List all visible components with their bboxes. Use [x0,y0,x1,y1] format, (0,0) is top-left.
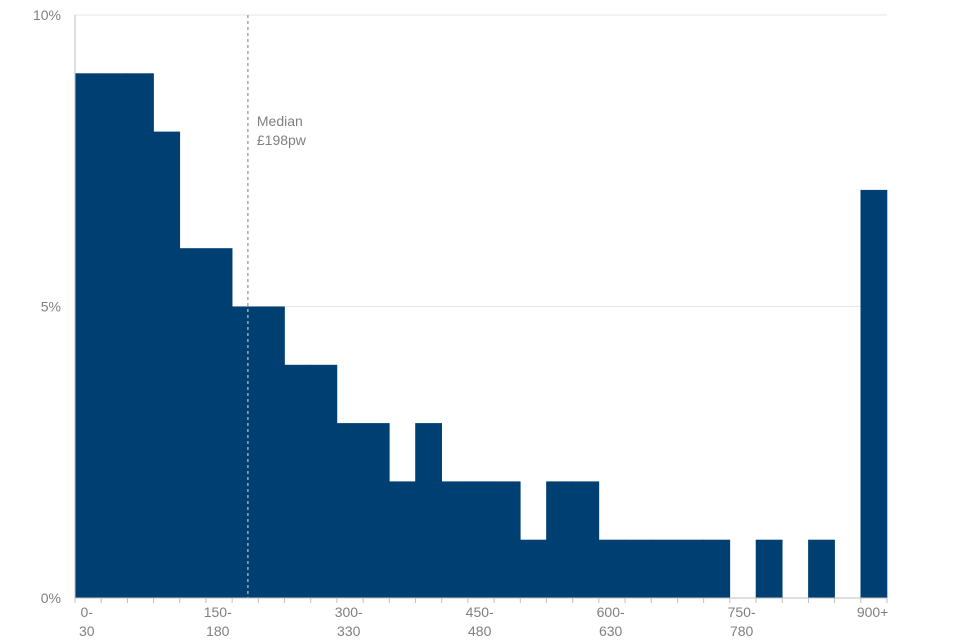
median-marker: Median £198pw [247,15,307,598]
bar-240-270 [284,364,312,598]
x-tick-label: 180 [206,623,230,639]
bar-540-570 [546,481,573,598]
bar-180-210 [231,306,259,598]
y-tick-label: 5% [41,299,61,315]
x-tick-label: 630 [599,623,623,639]
x-tick-label: 600- [597,604,625,620]
bar-480-510 [493,481,521,598]
bars [74,73,888,599]
bar-120-150 [179,248,207,598]
x-tick-label: 330 [337,623,361,639]
x-tick-label: 150- [204,604,232,620]
x-tick-label: 30 [79,623,95,639]
bar-90-120 [153,131,181,598]
bar-510-540 [519,539,547,598]
bar-690-720 [677,539,704,598]
y-tick-label: 10% [33,7,61,23]
axes [74,15,888,603]
bar-780-810 [755,539,783,598]
bar-30-60 [100,73,128,599]
bar-390-420 [415,423,443,598]
x-tick-label: 450- [466,604,494,620]
bar-720-750 [703,539,731,598]
bar-60-90 [127,73,154,599]
tick-labels: 0% 5% 10% 0- 30 150- 180 300- 330 450- 480 600- 630 7… [33,7,888,639]
median-label: Median [257,113,303,129]
bar-900+ [860,189,888,598]
bar-630-660 [624,539,652,598]
bar-360-390 [389,481,416,598]
y-tick-label: 0% [41,590,61,606]
x-tick-label: 900+ [857,604,889,620]
x-tick-label: 780 [730,623,754,639]
bar-570-600 [572,481,600,598]
bar-300-330 [336,423,364,598]
bar-270-300 [310,364,338,598]
bar-330-360 [362,423,390,598]
x-tick-label: 480 [468,623,492,639]
x-tick-label: 750- [728,604,756,620]
bar-660-690 [650,539,678,598]
x-tick-label: 0- [81,604,94,620]
median-value-label: £198pw [257,132,307,148]
bar-450-480 [467,481,495,598]
bar-0-30 [74,73,102,599]
bar-150-180 [205,248,233,598]
bar-600-630 [598,539,626,598]
bar-840-870 [808,539,835,598]
x-tick-label: 300- [335,604,363,620]
bar-210-240 [258,306,285,598]
bar-420-450 [441,481,469,598]
